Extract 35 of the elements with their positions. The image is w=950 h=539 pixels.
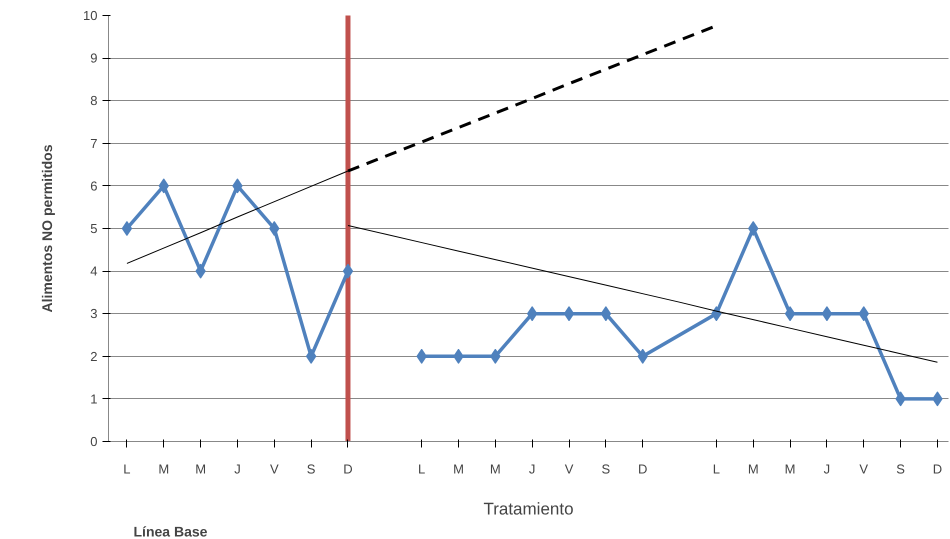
x-tick-label: J — [234, 462, 241, 476]
y-tick-label: 1 — [90, 391, 98, 406]
y-tick-label: 4 — [90, 264, 98, 279]
y-tick-label: 7 — [90, 136, 98, 151]
x-tick-label: D — [932, 462, 942, 476]
y-axis-title: Alimentos NO permitidos — [39, 144, 56, 313]
x-tick-label: J — [528, 462, 536, 476]
x-tick-label: M — [490, 462, 501, 476]
x-tick-label: M — [453, 462, 464, 476]
x-tick-label: S — [602, 462, 611, 476]
x-tick-label: M — [195, 462, 206, 476]
x-tick-label: V — [859, 462, 868, 476]
x-tick-label: D — [638, 462, 648, 476]
text: Línea Base — [134, 524, 208, 539]
y-tick-label: 10 — [83, 8, 98, 23]
x-tick-label: V — [564, 462, 574, 476]
x-tick-label: M — [784, 462, 796, 476]
x-axis-title: Tratamiento — [483, 500, 574, 518]
y-tick-label: 3 — [90, 306, 98, 322]
x-tick-label: M — [748, 462, 759, 476]
y-tick-label: 6 — [90, 178, 98, 194]
y-tick-label: 9 — [90, 50, 98, 66]
x-tick-label: D — [343, 462, 353, 476]
x-tick-label: J — [824, 462, 830, 476]
y-tick-label: 0 — [90, 434, 98, 449]
x-tick-label: L — [123, 462, 131, 476]
y-tick-label: 2 — [90, 348, 98, 364]
x-tick-label: S — [306, 462, 316, 476]
x-tick-label: S — [896, 462, 906, 476]
x-tick-label: L — [712, 462, 720, 476]
y-tick-label: 5 — [90, 221, 98, 236]
x-tick-label: L — [418, 462, 426, 476]
y-tick-label: 8 — [90, 93, 98, 108]
x-tick-label: V — [270, 462, 279, 476]
x-tick-label: M — [158, 462, 170, 476]
